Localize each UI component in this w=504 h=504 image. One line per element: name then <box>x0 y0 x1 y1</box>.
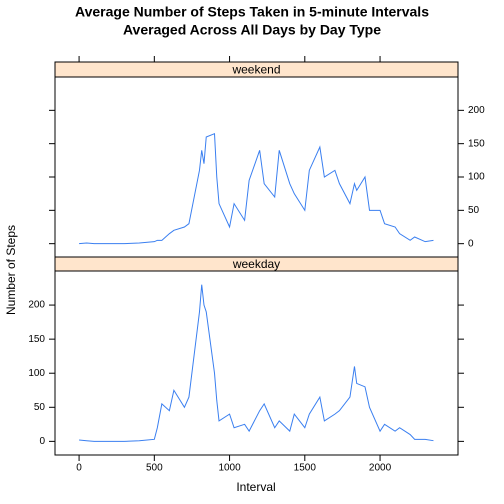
y-tick-label: 200 <box>28 300 45 311</box>
y-tick-label: 150 <box>468 138 485 149</box>
x-tick-label: 0 <box>76 463 82 474</box>
y-tick-label: 200 <box>468 105 485 116</box>
x-tick-label: 2000 <box>369 463 392 474</box>
y-tick-label: 100 <box>28 368 45 379</box>
chart-title: Averaged Across All Days by Day Type <box>123 22 381 38</box>
x-tick-label: 1000 <box>218 463 241 474</box>
strip-label: weekday <box>232 257 280 271</box>
y-tick-label: 0 <box>468 238 474 249</box>
strip-label: weekend <box>231 63 280 77</box>
line <box>79 284 434 442</box>
y-tick-label: 0 <box>39 436 45 447</box>
x-tick-label: 500 <box>146 463 163 474</box>
line <box>79 132 434 245</box>
y-tick-label: 150 <box>28 334 45 345</box>
y-tick-label: 100 <box>468 172 485 183</box>
y-axis-label: Number of Steps <box>4 225 18 315</box>
panel <box>54 270 459 456</box>
y-tick-label: 50 <box>34 402 46 413</box>
x-axis-label: Interval <box>236 480 275 494</box>
y-tick-label: 50 <box>468 205 480 216</box>
x-tick-label: 1500 <box>294 463 317 474</box>
chart-title: Average Number of Steps Taken in 5-minut… <box>75 4 429 20</box>
